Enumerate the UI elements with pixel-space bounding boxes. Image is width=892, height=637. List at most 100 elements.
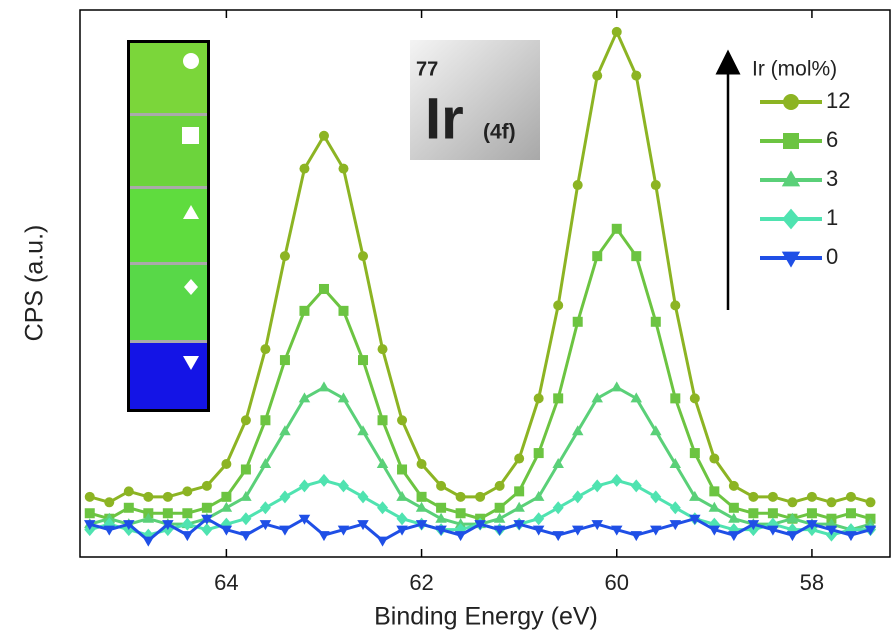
marker bbox=[123, 520, 135, 531]
marker bbox=[611, 473, 623, 487]
marker bbox=[104, 497, 115, 508]
marker bbox=[416, 491, 427, 502]
series bbox=[84, 514, 877, 547]
marker bbox=[84, 491, 95, 502]
marker bbox=[298, 392, 311, 403]
marker bbox=[553, 393, 564, 404]
marker bbox=[591, 392, 603, 403]
inset-symbol bbox=[182, 127, 199, 144]
inset-divider bbox=[130, 186, 207, 189]
inset-symbol bbox=[184, 279, 198, 295]
marker bbox=[162, 491, 173, 502]
marker bbox=[415, 501, 428, 512]
marker bbox=[650, 525, 662, 536]
legend-label: 0 bbox=[826, 244, 838, 269]
marker bbox=[220, 525, 233, 536]
marker bbox=[181, 517, 193, 531]
element-symbol: Ir bbox=[425, 86, 464, 151]
marker bbox=[592, 251, 603, 262]
marker bbox=[240, 490, 252, 501]
marker bbox=[221, 459, 232, 470]
marker bbox=[201, 480, 212, 491]
marker bbox=[142, 512, 155, 523]
marker bbox=[572, 316, 583, 327]
inset-divider bbox=[130, 262, 207, 265]
marker bbox=[260, 344, 271, 355]
marker bbox=[709, 486, 720, 497]
marker bbox=[767, 508, 778, 519]
marker bbox=[337, 479, 349, 493]
marker bbox=[436, 480, 447, 491]
marker bbox=[318, 531, 330, 542]
marker bbox=[416, 459, 427, 470]
marker bbox=[709, 453, 720, 464]
marker bbox=[318, 473, 330, 487]
marker bbox=[298, 514, 311, 525]
marker bbox=[454, 531, 467, 542]
marker bbox=[631, 70, 642, 81]
marker bbox=[786, 512, 799, 523]
marker bbox=[357, 425, 369, 436]
marker bbox=[533, 512, 545, 526]
marker bbox=[571, 525, 584, 536]
marker bbox=[337, 525, 350, 536]
marker bbox=[513, 520, 525, 531]
marker bbox=[240, 415, 251, 426]
marker bbox=[786, 531, 799, 542]
marker bbox=[825, 525, 838, 536]
marker bbox=[337, 392, 350, 403]
legend-marker bbox=[783, 94, 799, 110]
marker bbox=[650, 490, 662, 504]
marker bbox=[728, 480, 739, 491]
marker bbox=[728, 531, 740, 542]
marker bbox=[493, 525, 506, 536]
marker bbox=[162, 520, 174, 531]
marker bbox=[338, 163, 349, 174]
marker bbox=[571, 425, 584, 436]
x-tick-label: 64 bbox=[214, 570, 238, 595]
marker bbox=[728, 512, 740, 523]
marker bbox=[338, 305, 349, 316]
inset-symbol bbox=[183, 205, 199, 219]
marker bbox=[279, 425, 291, 436]
marker bbox=[396, 512, 408, 526]
legend-label: 12 bbox=[826, 88, 850, 113]
marker bbox=[279, 355, 290, 366]
marker bbox=[435, 512, 447, 523]
marker bbox=[767, 525, 779, 536]
marker bbox=[552, 501, 564, 515]
marker bbox=[611, 223, 622, 234]
marker bbox=[532, 525, 545, 536]
legend-marker bbox=[782, 208, 800, 230]
marker bbox=[611, 26, 622, 37]
marker bbox=[396, 525, 408, 536]
marker bbox=[630, 479, 642, 493]
marker bbox=[689, 448, 700, 459]
x-tick-label: 60 bbox=[605, 570, 629, 595]
marker bbox=[630, 531, 643, 542]
element-box-bg bbox=[410, 40, 540, 160]
marker bbox=[455, 508, 466, 519]
marker bbox=[533, 393, 544, 404]
x-tick-label: 58 bbox=[800, 570, 824, 595]
marker bbox=[592, 70, 603, 81]
marker bbox=[650, 425, 662, 436]
marker bbox=[358, 355, 369, 366]
marker bbox=[787, 497, 798, 508]
marker bbox=[455, 491, 466, 502]
legend-label: 3 bbox=[826, 166, 838, 191]
mass-number: 77 bbox=[416, 58, 438, 80]
marker bbox=[84, 520, 96, 531]
marker bbox=[748, 508, 759, 519]
marker bbox=[532, 490, 545, 501]
axes-frame bbox=[79, 9, 891, 558]
marker bbox=[669, 520, 682, 531]
marker bbox=[435, 525, 447, 536]
marker bbox=[279, 525, 291, 536]
marker bbox=[357, 520, 369, 531]
marker bbox=[708, 501, 721, 512]
x-axis-label: Binding Energy (eV) bbox=[374, 603, 598, 631]
marker bbox=[553, 300, 564, 311]
marker bbox=[865, 497, 876, 508]
